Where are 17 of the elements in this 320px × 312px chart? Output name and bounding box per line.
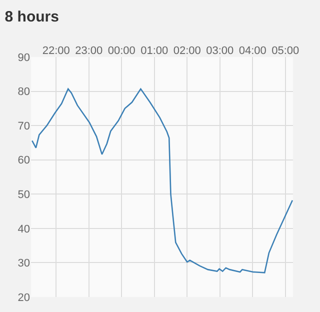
y-tick-label: 70	[18, 120, 30, 132]
x-tick-label: 04:00	[238, 44, 266, 57]
chart-title: 8 hours	[4, 8, 59, 26]
y-tick-label: 30	[18, 258, 30, 270]
x-tick-label: 23:00	[75, 44, 103, 57]
x-tick-label: 05:00	[272, 44, 300, 57]
x-tick-label: 22:00	[42, 44, 70, 57]
x-tick-label: 00:00	[108, 44, 136, 57]
y-tick-label: 50	[18, 188, 30, 201]
y-tick-label: 60	[18, 154, 30, 167]
y-tick-label: 20	[18, 292, 30, 304]
x-tick-label: 03:00	[206, 44, 234, 57]
x-tick-label: 02:00	[173, 44, 201, 57]
y-tick-label: 40	[18, 223, 30, 236]
y-tick-label: 90	[18, 52, 30, 64]
y-tick-label: 80	[18, 86, 30, 98]
x-tick-label: 01:00	[140, 44, 168, 57]
